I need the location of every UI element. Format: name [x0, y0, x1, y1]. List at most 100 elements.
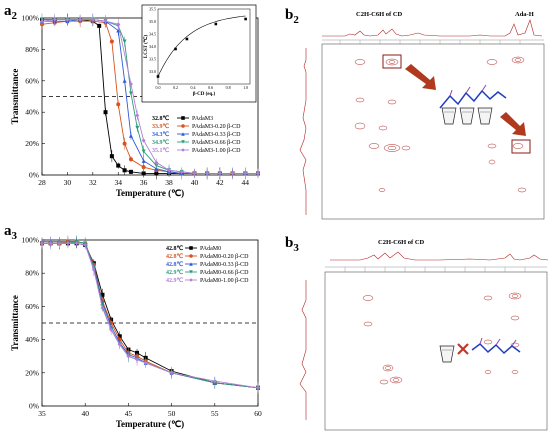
- data-point: [205, 171, 210, 176]
- legend-lcst-4: 35.1℃: [152, 147, 170, 154]
- nmr-b2-top-trace: [322, 19, 543, 37]
- legend-label-2: PAdaM3-0.33 β-CD: [192, 132, 241, 138]
- y-tick-label: 20%: [25, 139, 39, 148]
- y-tick-label: 0%: [29, 402, 39, 411]
- data-point: [128, 91, 133, 96]
- data-point: [116, 102, 121, 107]
- inset-point: [156, 75, 160, 78]
- x-tick-label: 50: [168, 409, 176, 418]
- data-point: [109, 327, 114, 332]
- data-point: [135, 357, 140, 362]
- data-point: [154, 160, 159, 165]
- legend-lcst-0: 32.8℃: [152, 115, 170, 122]
- y-tick-label: 60%: [25, 302, 39, 311]
- legend-label-4: PAdaM3-1.00 β-CD: [192, 148, 241, 154]
- legend-lcst-1: 33.9℃: [152, 123, 170, 130]
- data-point: [83, 242, 88, 247]
- legend-lcst-3: 34.9℃: [152, 139, 170, 146]
- inset-x-tick-label: 0.6: [208, 85, 213, 90]
- nmr-b3-frame: [324, 271, 548, 431]
- x-tick-label: 55: [211, 409, 219, 418]
- inset-x-tick-label: 0.8: [226, 85, 231, 90]
- y-tick-label: 100%: [22, 236, 40, 245]
- legend-label-0: PAdaM3: [192, 116, 213, 122]
- data-point: [141, 165, 146, 170]
- panel-letter-b2: b: [285, 7, 294, 23]
- data-point: [135, 113, 140, 118]
- inset-point: [244, 17, 247, 21]
- inset-fit-curve: [157, 15, 246, 77]
- legend-marker-3: [189, 270, 193, 274]
- chart-a2: 0% 20% 40% 60% 80% 100% 28 30 32 34 36 38 40 42 44 Temp…: [10, 14, 260, 198]
- inset-y-tick-label: 34.5: [149, 32, 156, 37]
- inset-y-tick-label: 35.0: [149, 19, 156, 24]
- data-point: [143, 360, 148, 365]
- data-point: [141, 138, 146, 143]
- nmr-b2-frame: [321, 43, 545, 220]
- x-axis-title: Temperature (℃): [116, 419, 184, 429]
- data-point: [179, 169, 184, 174]
- legend-lcst-4: 42.9℃: [166, 277, 184, 284]
- x-axis-title: Temperature (℃): [116, 188, 184, 198]
- x-tick-label: 40: [191, 178, 199, 187]
- chart-a3: 0% 20% 40% 60% 80% 100% 35 40 45 50 55 60 Temperatur…: [10, 236, 262, 430]
- data-point: [78, 17, 83, 22]
- data-point: [74, 241, 79, 246]
- data-point: [122, 168, 127, 173]
- panel-sub-a3: 3: [11, 230, 18, 243]
- legend-marker-2: [189, 262, 193, 266]
- data-point: [128, 169, 133, 174]
- legend-label-0: PAdaM0: [200, 246, 221, 252]
- data-point: [154, 171, 159, 176]
- x-tick-label: 38: [165, 178, 173, 187]
- nmr-b3-left-trace: [299, 280, 307, 420]
- data-point: [230, 171, 235, 176]
- legend-a3: 42.8℃ PAdaM0 42.8℃ PAdaM0-0.20 β-CD 42.8℃ PAd…: [166, 245, 249, 284]
- data-point: [154, 166, 159, 171]
- data-point: [117, 342, 122, 347]
- x-tick-label: 42: [216, 178, 224, 187]
- data-point: [122, 78, 127, 83]
- nmr-b2-host-guest-cartoon: [439, 84, 507, 125]
- panel-sub-a2: 2: [11, 10, 18, 23]
- legend-lcst-0: 42.8℃: [166, 245, 184, 252]
- legend-lcst-3: 42.9℃: [166, 269, 184, 276]
- nmr-b2-arrow-2: [500, 112, 526, 136]
- data-point: [128, 157, 133, 162]
- legend-label-2: PAdaM0-0.33 β-CD: [200, 262, 249, 268]
- x-tick-label: 40: [81, 409, 89, 418]
- data-point: [109, 154, 114, 159]
- y-axis-title: Transmittance: [10, 295, 20, 351]
- y-tick-label: 60%: [25, 76, 39, 85]
- data-point: [128, 81, 133, 86]
- nmr-b3-label-cd: C2H-C6H of CD: [378, 239, 425, 246]
- data-point: [103, 19, 108, 24]
- legend-label-3: PAdaM3-0.66 β-CD: [192, 140, 241, 146]
- legend-label-1: PAdaM3-0.20 β-CD: [192, 124, 241, 130]
- data-point: [256, 171, 260, 176]
- data-point: [48, 241, 53, 246]
- x-tick-label: 34: [114, 178, 122, 187]
- inset-box: [141, 4, 257, 103]
- legend-a2: 32.8℃ PAdaM3 33.9℃ PAdaM3-0.20 β-CD 34.3℃ PAd…: [152, 115, 241, 154]
- legend-marker-0: [189, 246, 193, 250]
- x-tick-label: 32: [89, 178, 97, 187]
- y-tick-label: 40%: [25, 108, 39, 117]
- x-tick-label: 36: [140, 178, 148, 187]
- inset-y-tick-label: 34.0: [149, 44, 156, 49]
- inset-point: [174, 47, 177, 51]
- data-point: [256, 385, 260, 390]
- cross-icon: [457, 343, 469, 355]
- nmr-b2-label-cd: C2H-C6H of CD: [356, 11, 403, 18]
- panel-label-a3: a3: [4, 222, 17, 242]
- legend-marker-4: [189, 278, 193, 282]
- data-point: [65, 17, 70, 22]
- x-tick-label: 45: [125, 409, 133, 418]
- inset-x-tick-label: 1.0: [243, 85, 248, 90]
- data-point: [97, 23, 102, 28]
- data-point: [126, 354, 131, 359]
- data-point: [128, 133, 133, 138]
- panel-label-a2: a2: [4, 2, 17, 22]
- inset-y-tick-label: 33.0: [149, 69, 156, 74]
- series-line-4: [42, 242, 259, 389]
